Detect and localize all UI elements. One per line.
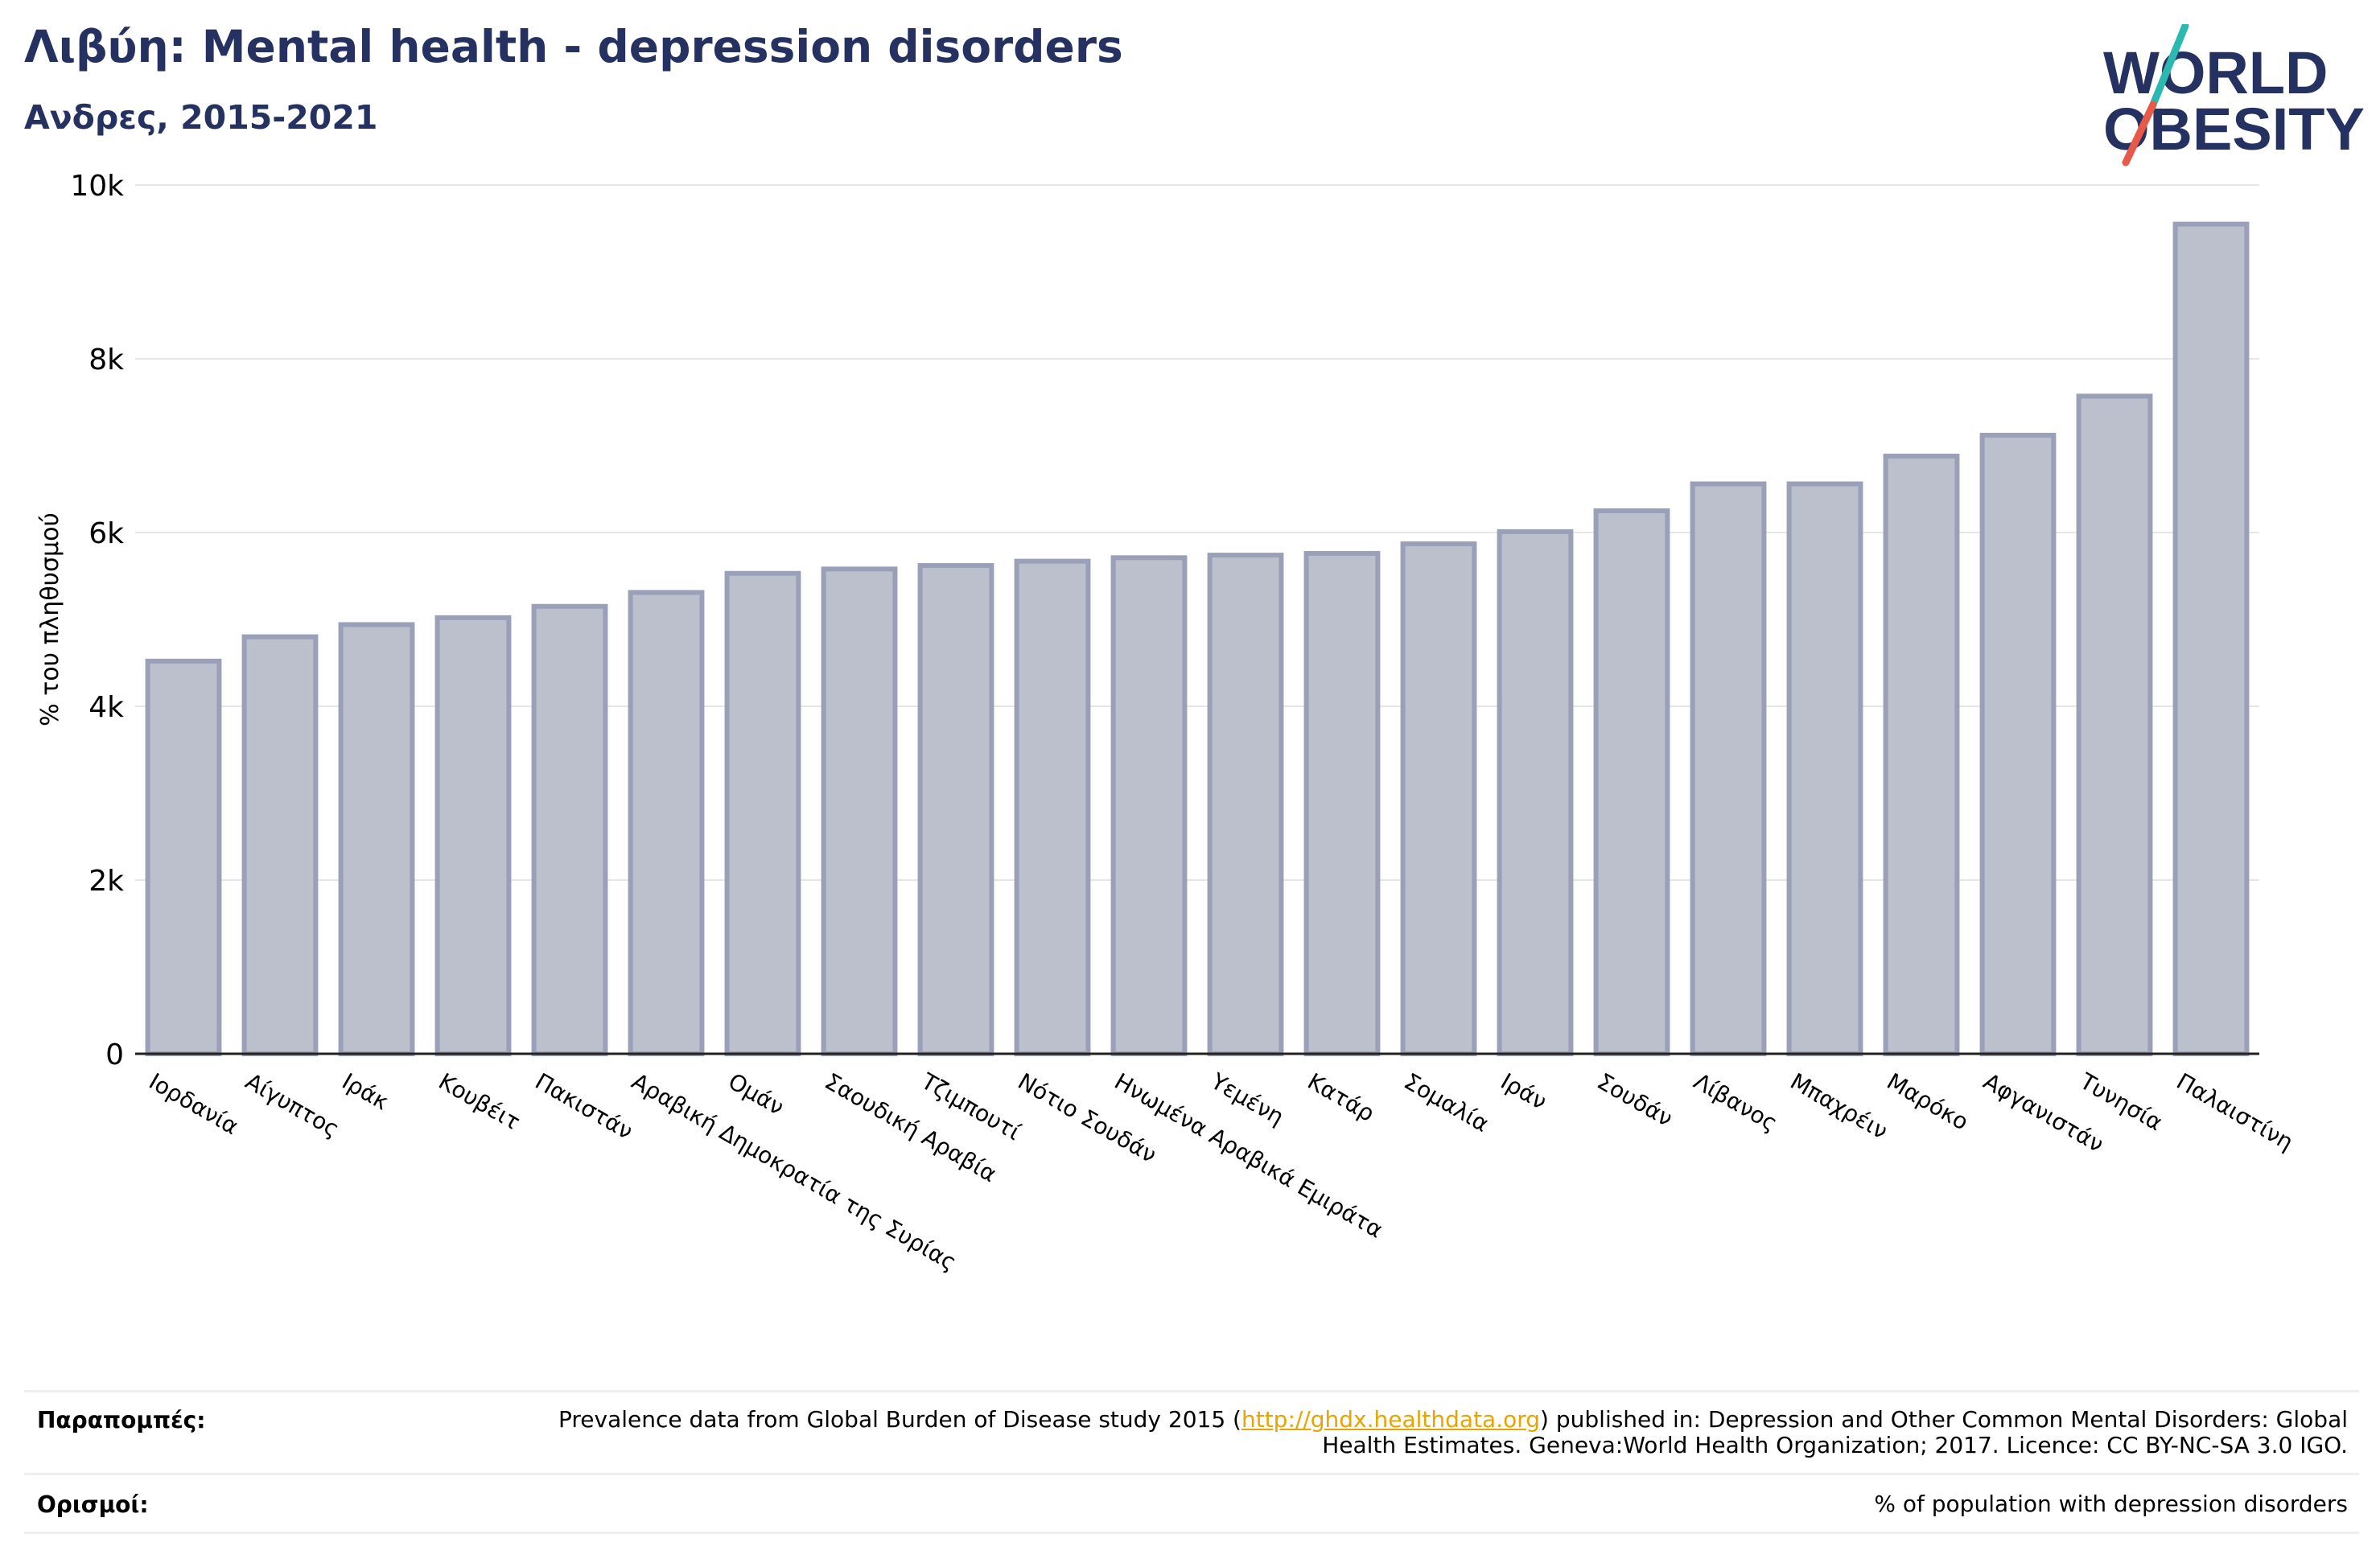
x-tick-label: Ιορδανία <box>145 1067 243 1140</box>
references-label: Παραπομπές: <box>37 1407 206 1433</box>
logo-text-obesity: OBESITY <box>2103 96 2365 162</box>
y-tick-label: 2k <box>89 865 124 898</box>
x-tick-label: Παλαιστίνη <box>2172 1067 2298 1155</box>
bar <box>241 634 319 1056</box>
y-tick-label: 4k <box>89 691 124 724</box>
bar <box>821 566 898 1056</box>
bar <box>1207 553 1284 1056</box>
bar <box>1690 481 1767 1056</box>
x-tick-label: Υεμένη <box>1206 1067 1289 1130</box>
x-tick-label: Ιράν <box>1497 1067 1552 1115</box>
bar-chart: 0 2k 4k 6k 8k 10k % του πληθυσμού ΙορδανίαΑίγυπ… <box>36 170 2298 1276</box>
y-tick-label: 6k <box>89 517 124 550</box>
x-tick-label: Σομαλία <box>1400 1067 1494 1137</box>
x-tick-label: Κουβέιτ <box>434 1067 525 1135</box>
x-tick-label: Σαουδική Αραβία <box>821 1067 1002 1187</box>
bar <box>1786 481 1863 1056</box>
bar <box>1303 550 1381 1056</box>
bar <box>1497 529 1574 1056</box>
bar <box>1979 433 2057 1056</box>
bar <box>531 603 608 1056</box>
x-tick-label: Μπαχρέιν <box>1786 1067 1892 1144</box>
y-tick-label: 10k <box>70 170 124 203</box>
references-text-pre: Prevalence data from Global Burden of Di… <box>558 1406 1241 1433</box>
logo-slash-top-icon <box>2149 24 2189 109</box>
definitions-row: Ορισμοί: % of population with depression… <box>24 1473 2359 1534</box>
definitions-label: Ορισμοί: <box>37 1491 149 1518</box>
bar <box>917 563 994 1056</box>
bar <box>2172 221 2250 1057</box>
page-subtitle: Ανδρες, 2015-2021 <box>24 98 378 137</box>
world-obesity-logo: WORLD OBESITY <box>2103 24 2365 167</box>
y-tick-label: 8k <box>89 343 124 376</box>
x-tick-label: Κατάρ <box>1303 1067 1379 1127</box>
bar <box>1883 453 1960 1056</box>
bar <box>1593 508 1670 1056</box>
bar <box>1110 555 1188 1056</box>
references-link[interactable]: http://ghdx.healthdata.org <box>1241 1406 1541 1433</box>
references-text-post: ) published in: Depression and Other Com… <box>1322 1406 2348 1458</box>
bar <box>434 615 512 1056</box>
bar <box>145 658 222 1057</box>
x-tick-label: Αίγυπτος <box>241 1067 344 1142</box>
x-tick-label: Ομάν <box>724 1067 789 1121</box>
x-tick-label: Σουδάν <box>1593 1067 1678 1132</box>
footer: Παραπομπές: Prevalence data from Global … <box>24 1390 2359 1534</box>
bar <box>338 622 415 1056</box>
x-tick-label: Μαρόκο <box>1883 1067 1974 1135</box>
bar <box>1400 541 1477 1056</box>
page-title: Λιβύη: Mental health - depression disord… <box>24 21 1123 72</box>
x-tick-label: Ιράκ <box>338 1067 393 1115</box>
x-tick-label: Πακιστάν <box>531 1067 638 1145</box>
definitions-text: % of population with depression disorder… <box>1874 1491 2348 1517</box>
logo-slash-bottom-icon <box>2122 101 2157 167</box>
bar <box>628 590 705 1056</box>
y-tick-label: 0 <box>105 1038 124 1071</box>
x-tick-label: Αραβική Δημοκρατία της Συρίας <box>628 1067 961 1276</box>
x-tick-label: Λίβανος <box>1690 1067 1782 1137</box>
logo-text-world: WORLD <box>2103 39 2329 106</box>
bar <box>2076 393 2153 1056</box>
references-text: Prevalence data from Global Burden of Di… <box>497 1407 2348 1458</box>
bar <box>724 570 801 1056</box>
references-row: Παραπομπές: Prevalence data from Global … <box>24 1390 2359 1473</box>
bar <box>1014 558 1091 1056</box>
y-axis-label: % του πληθυσμού <box>36 512 64 726</box>
